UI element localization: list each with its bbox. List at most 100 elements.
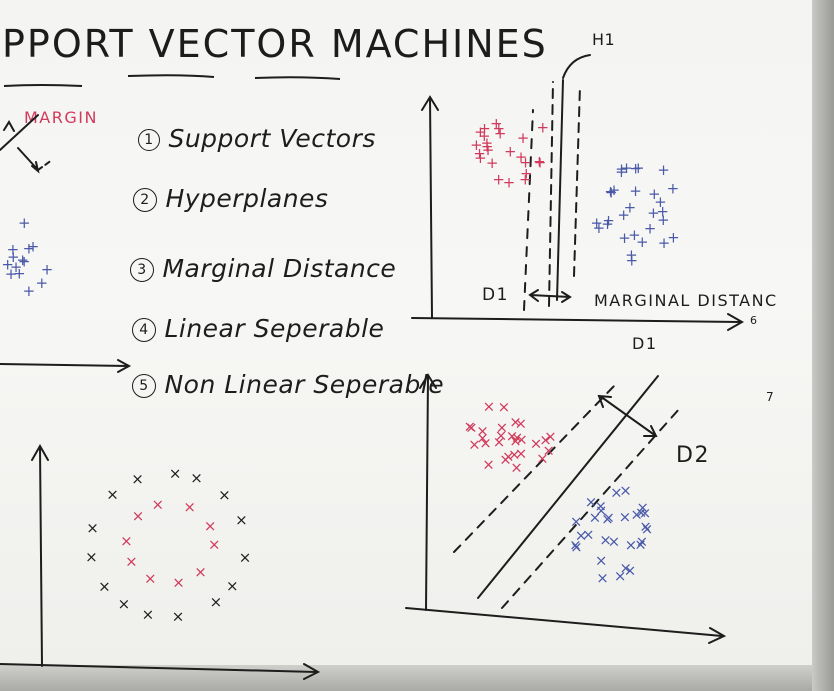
blue-point: × <box>595 552 608 570</box>
red-point: + <box>473 144 486 162</box>
red-point: + <box>482 141 495 159</box>
blue-point: + <box>27 237 40 255</box>
blue-point: + <box>647 204 660 222</box>
red-point: + <box>503 173 516 191</box>
hyperplane-label-h1: H1 <box>592 30 616 49</box>
top-plot-y-axis <box>421 95 439 319</box>
red-point: + <box>515 148 528 166</box>
blue-point: × <box>594 497 607 515</box>
red-point: × <box>511 429 524 447</box>
blue-point: + <box>23 282 36 300</box>
blue-point: + <box>656 202 669 220</box>
side-mark: 7 <box>766 390 776 404</box>
blue-point: + <box>605 183 618 201</box>
inner-ring-point: × <box>208 535 221 553</box>
pointer-arrow <box>0 359 132 373</box>
red-point: + <box>534 153 547 171</box>
inner-ring-point: × <box>152 496 165 514</box>
red-point: × <box>509 413 522 431</box>
blue-point: × <box>582 526 595 544</box>
concept-text-3: Marginal Distance <box>162 254 397 283</box>
top-support-line <box>523 109 534 311</box>
margin-label: MARGIN <box>24 108 98 127</box>
blue-point: + <box>617 206 630 224</box>
red-point: + <box>470 136 483 154</box>
outer-ring-point: × <box>106 486 119 504</box>
outer-ring-point: × <box>142 606 155 624</box>
red-point: × <box>515 431 528 449</box>
outer-ring-point: × <box>218 486 231 504</box>
red-point: × <box>539 431 552 449</box>
concept-item-5: 5 Non Linear Seperable <box>132 370 444 399</box>
outer-ring-point: × <box>239 549 252 567</box>
blue-point: × <box>570 513 583 531</box>
red-point: × <box>510 459 523 477</box>
blue-point: + <box>629 159 642 177</box>
concept-item-1: 1 Support Vectors <box>138 124 376 153</box>
red-point: + <box>478 127 491 145</box>
red-point: + <box>490 114 503 132</box>
red-point: + <box>519 153 532 171</box>
outer-ring-point: × <box>118 595 131 613</box>
blue-point: × <box>636 499 649 517</box>
red-point: × <box>544 428 557 446</box>
blue-point: × <box>630 506 643 524</box>
concept-item-3: 3 Marginal Distance <box>130 254 396 283</box>
blue-point: × <box>634 535 647 553</box>
left-margin-arrowhead <box>3 120 15 132</box>
blue-point: + <box>5 265 18 283</box>
concept-item-4: 4 Linear Seperable <box>132 314 384 343</box>
concept-number-3: 3 <box>130 258 154 282</box>
blue-point: + <box>648 185 661 203</box>
red-point: + <box>474 149 487 167</box>
blue-point: + <box>654 193 667 211</box>
blue-point: + <box>16 251 29 269</box>
blue-point: × <box>619 508 632 526</box>
blue-point: + <box>644 220 657 238</box>
whiteboard-frame-right <box>812 0 834 691</box>
blue-point: + <box>667 180 680 198</box>
blue-point: × <box>599 531 612 549</box>
bottom-margin-line-left <box>453 385 615 553</box>
blue-point: + <box>618 229 631 247</box>
red-point: × <box>506 427 519 445</box>
inner-ring-point: × <box>183 498 196 516</box>
blue-point: + <box>624 198 637 216</box>
blue-point: + <box>632 159 645 177</box>
red-point: × <box>542 442 555 460</box>
red-point: × <box>495 426 508 444</box>
blue-point: × <box>639 517 652 535</box>
red-point: × <box>464 418 477 436</box>
bottom-hyperplane-line <box>477 375 659 599</box>
blue-point: × <box>589 508 602 526</box>
board-title: PPORT VECTOR MACHINES <box>2 22 548 66</box>
bottom-left-y-axis <box>31 443 49 667</box>
red-point: + <box>494 124 507 142</box>
red-point: × <box>508 445 521 463</box>
concept-number-4: 4 <box>132 318 156 342</box>
inner-ring-point: × <box>172 573 185 591</box>
blue-point: + <box>593 219 606 237</box>
marginal-distance-label: MARGINAL DISTANC <box>594 291 778 310</box>
bottom-plot-y-axis <box>419 373 437 611</box>
red-point: + <box>504 142 517 160</box>
bottom-left-x-axis <box>0 663 321 680</box>
whiteboard-frame-bottom <box>0 665 812 691</box>
blue-point: × <box>614 567 627 585</box>
blue-point: + <box>615 163 628 181</box>
red-point: × <box>496 419 509 437</box>
blue-point: × <box>639 504 652 522</box>
blue-point: × <box>610 484 623 502</box>
blue-point: × <box>619 559 632 577</box>
red-point: × <box>468 435 481 453</box>
d1-label-left: D1 <box>482 285 509 305</box>
red-point: + <box>493 119 506 137</box>
top-plot-x-axis <box>411 313 745 331</box>
left-margin-arrow <box>17 147 40 174</box>
bottom-margin-line-right <box>501 407 681 609</box>
axis-end-mark: 6 <box>750 314 759 327</box>
blue-point: + <box>625 246 638 264</box>
red-point: × <box>483 398 496 416</box>
red-point: × <box>499 451 512 469</box>
